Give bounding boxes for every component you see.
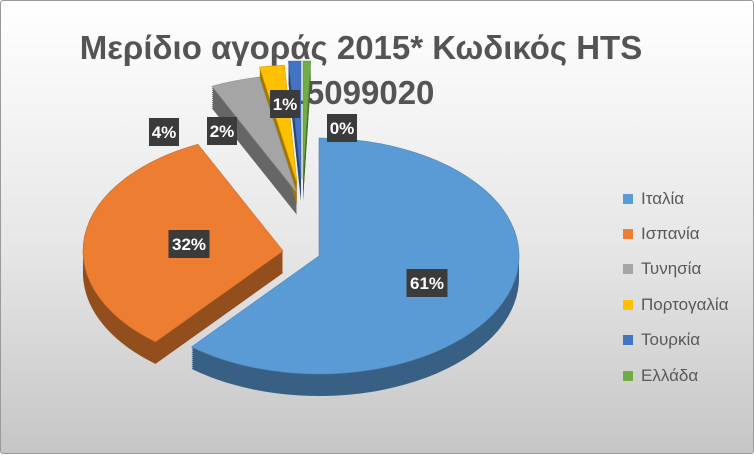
legend-item-ellada: Ελλάδα <box>623 358 729 393</box>
legend-label: Ισπανία <box>641 224 700 244</box>
legend-item-ispania: Ισπανία <box>623 216 729 251</box>
legend-item-tynisia: Τυνησία <box>623 252 729 287</box>
legend-label: Ιταλία <box>641 188 685 208</box>
pie-slice-- <box>302 60 311 180</box>
legend-swatch <box>623 370 633 381</box>
legend-swatch <box>623 229 633 240</box>
pie-slice-- <box>259 64 298 184</box>
legend-label: Τυνησία <box>641 259 702 279</box>
data-label: 0% <box>327 114 357 142</box>
data-label: 32% <box>168 230 210 258</box>
legend-swatch <box>623 299 633 310</box>
data-label-text: 0% <box>330 119 355 138</box>
data-label-text: 32% <box>172 235 206 254</box>
legend-item-portogalia: Πορτογαλία <box>623 287 729 322</box>
legend-label: Ελλάδα <box>641 365 699 385</box>
legend-item-tourkia: Τουρκία <box>623 323 729 358</box>
legend-label: Τουρκία <box>641 330 701 350</box>
pie-slice-- <box>190 137 520 375</box>
legend: Ιταλία Ισπανία Τυνησία Πορτογαλία Τουρκί… <box>623 181 729 393</box>
data-label: 61% <box>406 269 448 297</box>
chart-title: Μερίδιο αγοράς 2015* Κωδικός HTS 1509902… <box>61 25 661 115</box>
data-label: 4% <box>149 118 179 146</box>
data-label-box <box>207 117 237 145</box>
pie-slice-- <box>211 76 298 194</box>
data-label-box <box>270 90 300 118</box>
chart-title-line-2: 15099020 <box>287 74 435 111</box>
data-label-box <box>149 118 179 146</box>
legend-swatch <box>623 264 633 275</box>
data-label-box <box>327 114 357 142</box>
data-label-text: 4% <box>152 123 177 142</box>
data-label: 1% <box>270 90 300 118</box>
data-label: 2% <box>207 117 237 145</box>
data-label-box <box>168 230 210 258</box>
legend-item-italia: Ιταλία <box>623 181 729 216</box>
legend-label: Πορτογαλία <box>641 294 729 314</box>
chart-title-line-1: Μερίδιο αγοράς 2015* Κωδικός HTS <box>79 29 643 66</box>
data-label-text: 61% <box>410 274 444 293</box>
data-label-text: 2% <box>210 122 235 141</box>
legend-swatch <box>623 335 633 346</box>
data-label-box <box>406 269 448 297</box>
data-label-text: 1% <box>273 95 298 114</box>
legend-swatch <box>623 193 633 204</box>
